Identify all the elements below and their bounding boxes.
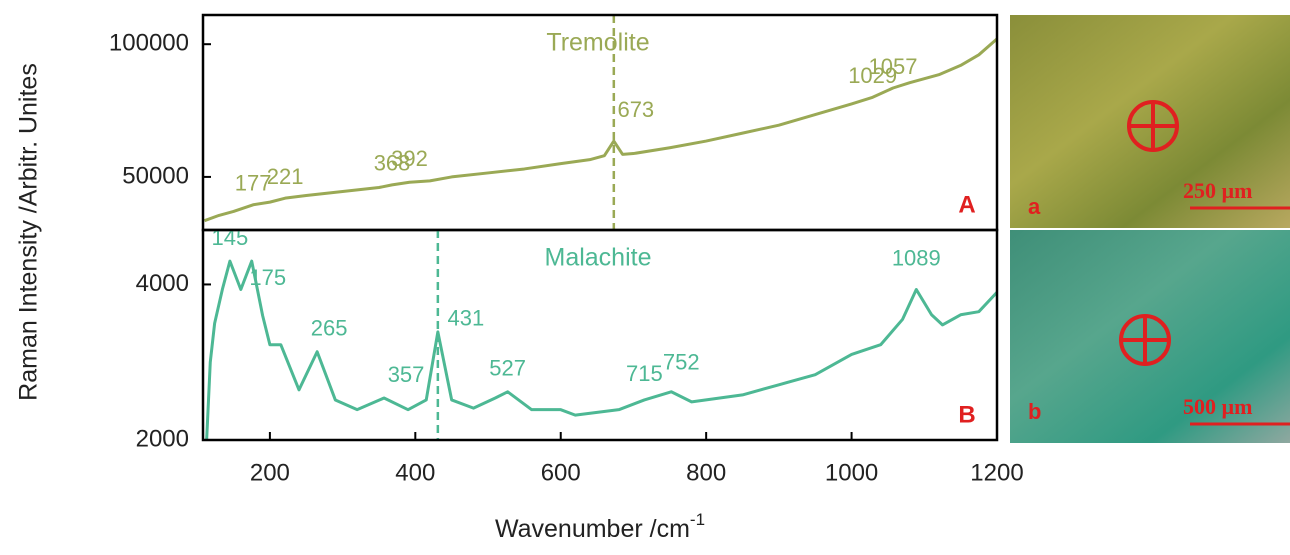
- x-tick-label: 200: [250, 459, 290, 486]
- y-tick-label: 4000: [136, 270, 189, 297]
- x-tick-label: 600: [541, 459, 581, 486]
- photo-label: a: [1028, 194, 1041, 219]
- peak-label: 175: [249, 265, 286, 290]
- x-axis-label: Wavenumber /cm-1: [495, 510, 705, 542]
- peak-label: 221: [267, 164, 304, 189]
- peak-label: 392: [391, 146, 428, 171]
- peak-label: 265: [311, 316, 348, 341]
- peak-label: 1057: [869, 54, 918, 79]
- peak-label: 752: [663, 350, 700, 375]
- x-axis-label-sup: -1: [690, 510, 705, 529]
- x-tick-label: 800: [686, 459, 726, 486]
- peak-label: 1029: [848, 63, 897, 88]
- y-tick-label: 100000: [109, 30, 189, 57]
- peak-label: 1089: [892, 245, 941, 270]
- x-tick-label: 1200: [970, 459, 1023, 486]
- y-tick-label: 50000: [122, 162, 189, 189]
- scale-label: 500 µm: [1183, 394, 1253, 419]
- photo-a: a 250 µm: [1010, 15, 1290, 228]
- peak-label: 357: [388, 362, 425, 387]
- photo-b: b 500 µm: [1010, 230, 1290, 443]
- y-axis-label: Raman Intensity /Arbitr. Unites: [15, 63, 43, 401]
- spectrum-line: [205, 259, 999, 441]
- panel-label: B: [958, 401, 975, 428]
- spectrum-line: [203, 37, 998, 223]
- plot-frame: [201, 228, 999, 442]
- panel-title: Malachite: [545, 244, 652, 272]
- y-tick-label: 2000: [136, 425, 189, 452]
- peak-label: 145: [212, 225, 249, 250]
- panel-label: A: [958, 191, 975, 218]
- x-axis-label-text: Wavenumber /cm: [495, 515, 690, 543]
- panel-title: Tremolite: [546, 29, 649, 57]
- x-tick-label: 400: [395, 459, 435, 486]
- scale-label: 250 µm: [1183, 178, 1253, 203]
- peak-label: 673: [617, 97, 654, 122]
- peak-label: 431: [447, 306, 484, 331]
- peak-label: 715: [626, 361, 663, 386]
- peak-label: 527: [489, 356, 526, 381]
- peak-label: 177: [235, 171, 272, 196]
- peak-label: 368: [374, 151, 411, 176]
- x-tick-label: 1000: [825, 459, 878, 486]
- photo-label: b: [1028, 399, 1041, 424]
